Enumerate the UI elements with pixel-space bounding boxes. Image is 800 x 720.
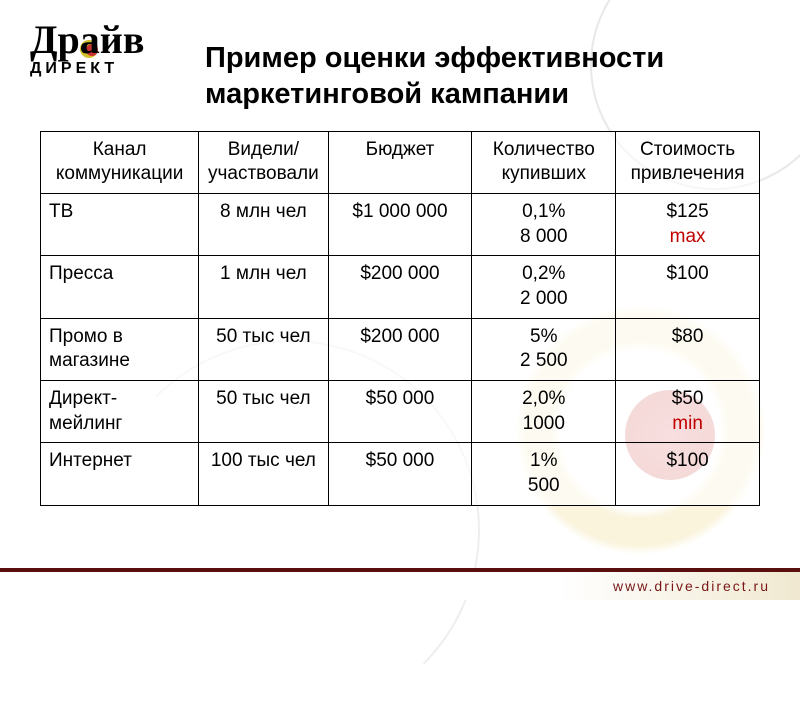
cell-budget: $200 000 (328, 318, 472, 380)
cell-channel: Интернет (41, 443, 199, 505)
cell-buyers: 0,1% 8 000 (472, 193, 616, 255)
table-header: Канал коммуникации (41, 131, 199, 193)
footer-bar: www.drive-direct.ru (0, 568, 800, 600)
cell-budget: $1 000 000 (328, 193, 472, 255)
cell-seen: 1 млн чел (199, 256, 328, 318)
cell-budget: $200 000 (328, 256, 472, 318)
cell-channel: Пресса (41, 256, 199, 318)
cell-buyers: 2,0% 1000 (472, 381, 616, 443)
table-header: Количество купивших (472, 131, 616, 193)
cell-buyers: 5% 2 500 (472, 318, 616, 380)
table-header-row: Канал коммуникации Видели/ участвовали Б… (41, 131, 760, 193)
table-header: Стоимость привлечения (616, 131, 760, 193)
table-row: ТВ8 млн чел$1 000 0000,1% 8 000 $125 max (41, 193, 760, 255)
cell-seen: 50 тыс чел (199, 318, 328, 380)
cell-budget: $50 000 (328, 381, 472, 443)
cost-note: max (670, 226, 706, 247)
table-header: Бюджет (328, 131, 472, 193)
table-row: Интернет100 тыс чел$50 0001% 500 $100 (41, 443, 760, 505)
footer-url: www.drive-direct.ru (613, 578, 770, 594)
cell-channel: ТВ (41, 193, 199, 255)
cell-cost: $100 (616, 443, 760, 505)
cell-buyers: 1% 500 (472, 443, 616, 505)
cell-cost: $50 min (616, 381, 760, 443)
cost-value: $100 (666, 263, 708, 284)
cost-value: $50 (672, 388, 704, 409)
cost-value: $80 (672, 326, 704, 347)
cell-channel: Директ-мейлинг (41, 381, 199, 443)
cell-seen: 8 млн чел (199, 193, 328, 255)
cell-cost: $100 (616, 256, 760, 318)
cell-budget: $50 000 (328, 443, 472, 505)
cost-note: min (672, 413, 703, 434)
table-header: Видели/ участвовали (199, 131, 328, 193)
cost-value: $125 (666, 201, 708, 222)
cell-seen: 50 тыс чел (199, 381, 328, 443)
cell-buyers: 0,2% 2 000 (472, 256, 616, 318)
cell-seen: 100 тыс чел (199, 443, 328, 505)
cell-cost: $125 max (616, 193, 760, 255)
table-row: Промо в магазине50 тыс чел$200 0005% 2 5… (41, 318, 760, 380)
table-row: Директ-мейлинг50 тыс чел$50 0002,0% 1000… (41, 381, 760, 443)
cost-value: $100 (666, 450, 708, 471)
effectiveness-table: Канал коммуникации Видели/ участвовали Б… (40, 131, 760, 506)
cell-cost: $80 (616, 318, 760, 380)
table-row: Пресса1 млн чел$200 0000,2% 2 000 $100 (41, 256, 760, 318)
slide-title: Пример оценки эффективности маркетингово… (205, 40, 760, 113)
cell-channel: Промо в магазине (41, 318, 199, 380)
